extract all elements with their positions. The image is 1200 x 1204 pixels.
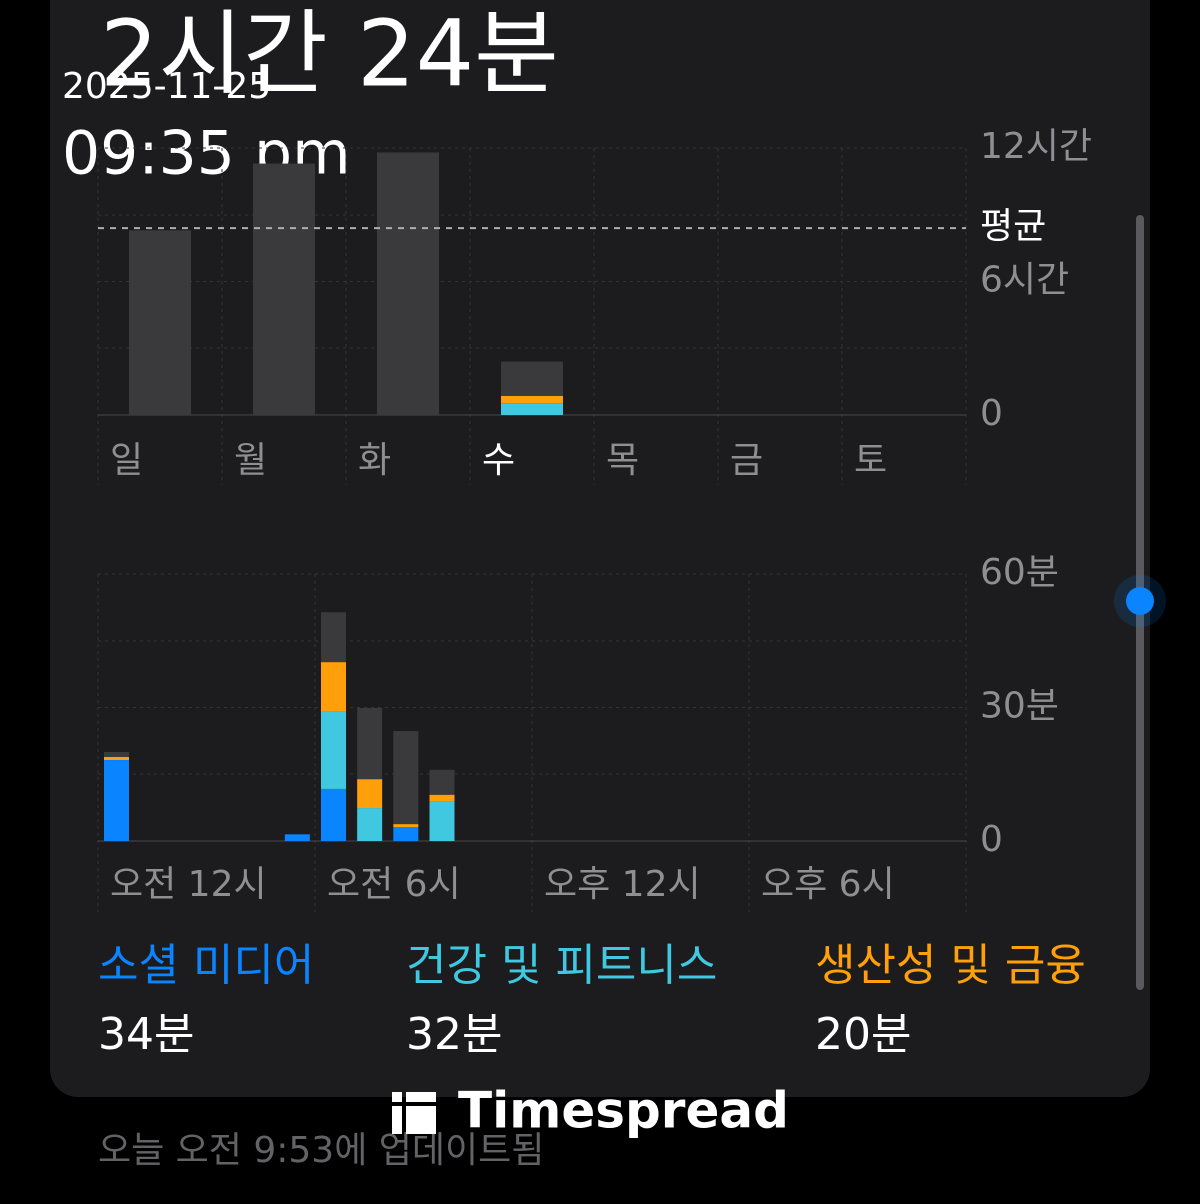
x-tick-label: 수 (482, 440, 515, 481)
bar-segment (321, 788, 346, 841)
x-tick-label: 일 (110, 440, 143, 481)
x-tick-label: 목 (606, 440, 639, 481)
y-tick-label: 30분 (980, 686, 1059, 727)
legend-name: 소셜 미디어 (98, 940, 314, 991)
bar-segment (321, 711, 346, 789)
bar-segment (501, 395, 563, 404)
x-tick-label: 월 (234, 440, 267, 481)
legend-name: 생산성 및 금융 (815, 940, 1086, 991)
watermark: Timespread (458, 1082, 789, 1140)
bar-segment (429, 801, 455, 841)
bar-segment (501, 403, 563, 415)
y-tick-label: 0 (980, 819, 1003, 860)
bar-segment (321, 612, 346, 663)
legend-total: 34분 (98, 1009, 194, 1060)
y-tick-label: 0 (980, 393, 1003, 434)
legend-total: 32분 (406, 1009, 502, 1060)
legend-name: 건강 및 피트니스 (406, 940, 717, 991)
x-tick-label: 화 (358, 440, 391, 481)
x-tick-label: 오전 6시 (327, 864, 461, 905)
bar-segment (357, 779, 383, 809)
bar-segment (284, 834, 310, 841)
y-tick-label: 6시간 (980, 260, 1069, 301)
footer: 오늘 오전 9:53에 업데이트됨 (98, 1130, 544, 1171)
average-label: 평균 (980, 206, 1046, 247)
bar-segment (429, 769, 455, 795)
bar-segment (357, 707, 383, 780)
bar-segment (357, 808, 383, 841)
title: 2시간 24분 (100, 0, 559, 107)
bar-segment (321, 662, 346, 712)
bar-segment (393, 827, 419, 841)
bar-segment (104, 752, 129, 757)
y-tick-label: 12시간 (980, 126, 1092, 167)
bar-segment (501, 361, 563, 396)
x-tick-label: 오후 12시 (544, 864, 701, 905)
bar-segment (393, 824, 419, 828)
bar-segment (253, 163, 315, 415)
x-tick-label: 오전 12시 (110, 864, 267, 905)
watermark-icon (392, 1092, 436, 1134)
x-tick-label: 오후 6시 (761, 864, 895, 905)
bar-segment (129, 230, 191, 415)
legend-total: 20분 (815, 1009, 911, 1060)
y-tick-label: 60분 (980, 552, 1059, 593)
bar-segment (429, 794, 455, 802)
bar-segment (104, 756, 129, 761)
scroll-thumb[interactable] (1126, 587, 1154, 615)
x-tick-label: 금 (730, 440, 763, 481)
bar-segment (104, 760, 129, 841)
bar-segment (393, 731, 419, 825)
bar-segment (377, 152, 439, 415)
x-tick-label: 토 (854, 440, 887, 481)
date: 2025-11-25 (62, 66, 271, 107)
